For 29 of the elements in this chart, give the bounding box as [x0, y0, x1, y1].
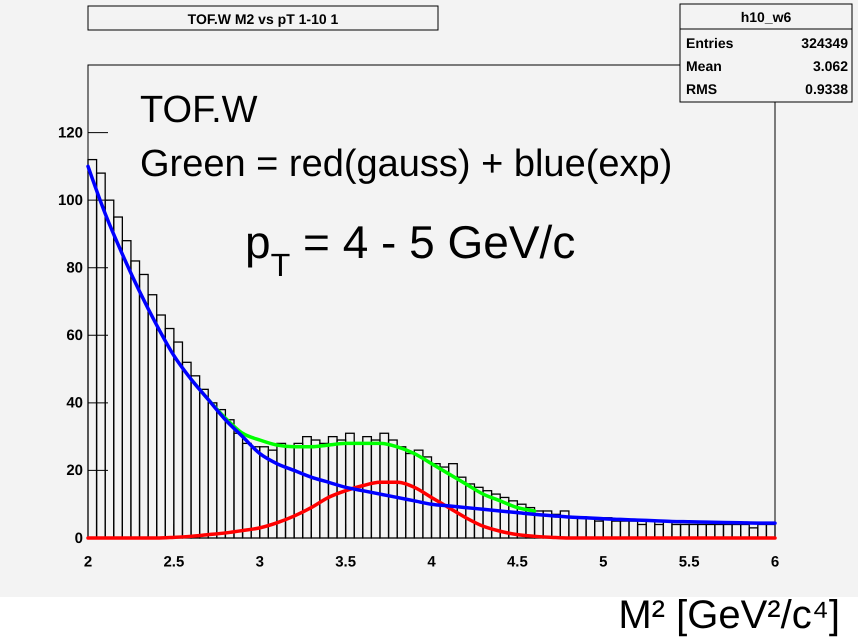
annotation: TOF.W [140, 89, 258, 131]
text: Entries [686, 35, 734, 51]
x-tick-label: 4.5 [506, 554, 528, 571]
x-tick-label: 6 [770, 554, 780, 571]
x-axis-title: M² [GeV²/c⁴] [618, 593, 840, 637]
text: 324349 [801, 35, 848, 51]
chart-title: TOF.W M2 vs pT 1-10 1 [188, 11, 339, 27]
annotation: Green = red(gauss) + blue(exp) [140, 143, 672, 185]
y-tick-label: 40 [66, 394, 83, 412]
line-series [86, 480, 777, 540]
x-tick-label: 5 [599, 554, 608, 571]
x-tick-label: 2 [84, 554, 92, 571]
annotation: RMS [686, 81, 718, 97]
x-tick-label: 3.5 [335, 554, 356, 571]
x-tick-label: 3 [256, 554, 264, 571]
y-tick-label: 100 [58, 192, 83, 209]
y-tick-label: 80 [66, 260, 83, 277]
text: h10_w6 [740, 9, 792, 25]
y-tick-label: 0 [74, 530, 83, 547]
text: 3.062 [812, 58, 848, 74]
annotation: p$_{T}$ = 4 - 5 GeV/c [245, 216, 576, 283]
x-tick-label: 4 [427, 554, 436, 571]
y-tick-label: 120 [58, 124, 83, 142]
x-tick-label: 5.5 [678, 554, 700, 571]
x-tick-label: 2.5 [163, 554, 184, 571]
y-tick-label: 20 [66, 462, 83, 480]
annotation: Mean [686, 58, 722, 74]
text: 0.9338 [805, 81, 848, 97]
y-tick-label: 60 [66, 327, 83, 344]
